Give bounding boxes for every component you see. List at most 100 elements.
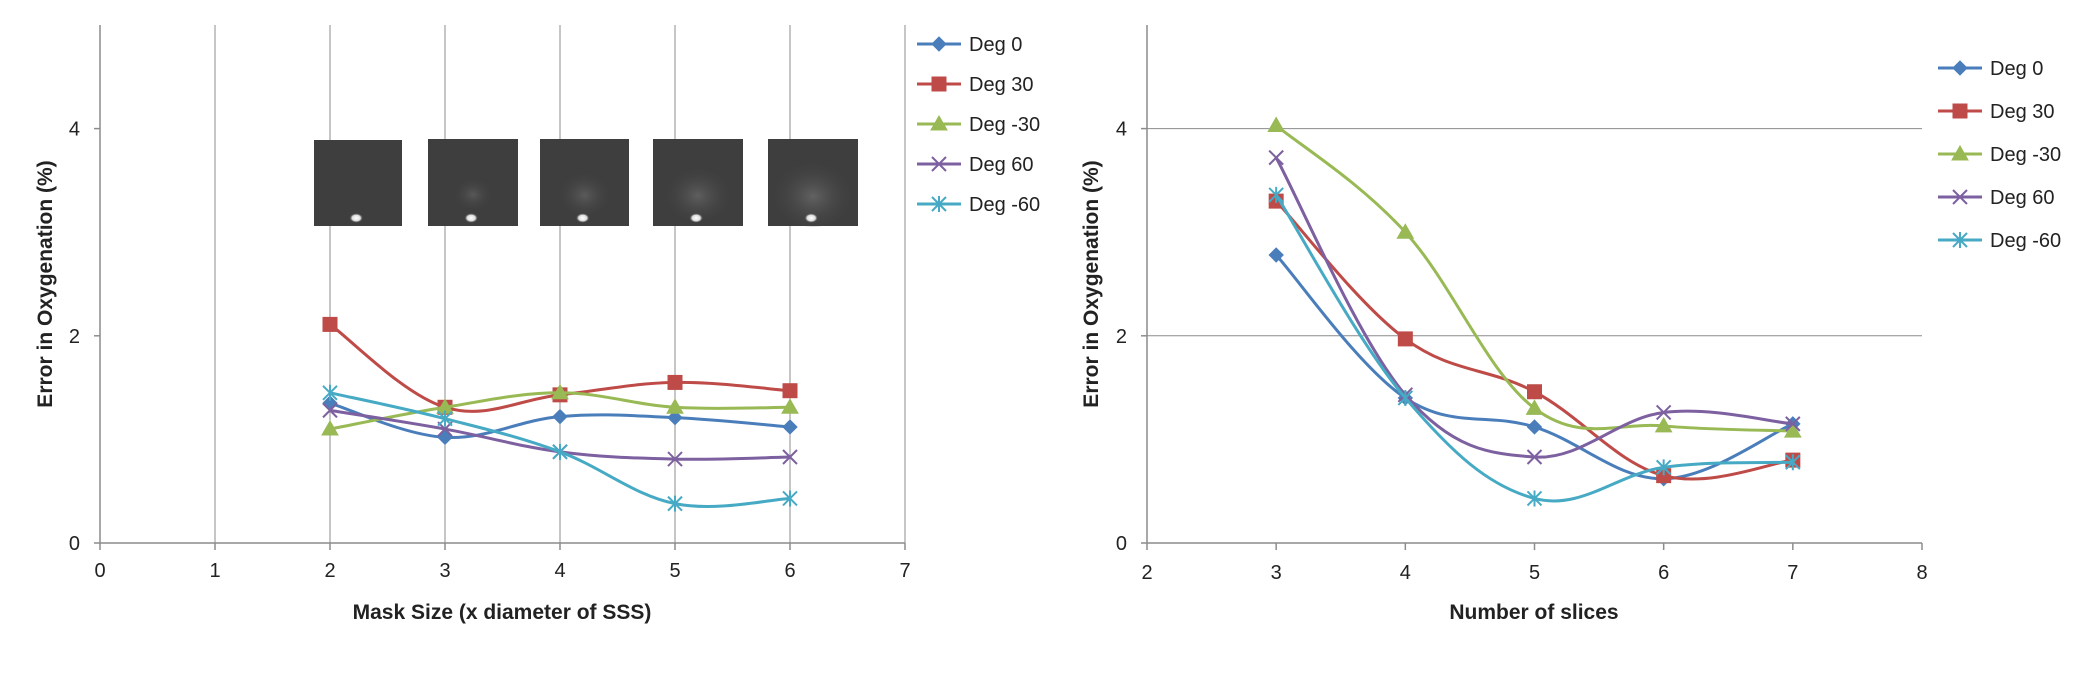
- data-point: [1785, 416, 1801, 432]
- legend-item: Deg -60: [1938, 230, 2061, 252]
- y-tick-label: 4: [1116, 119, 1127, 141]
- series-deg--30: [1267, 116, 1802, 438]
- x-tick-label: 4: [1400, 562, 1411, 584]
- legend-item: Deg -30: [917, 114, 1040, 136]
- legend-label: Deg 30: [969, 74, 1034, 96]
- data-point: [1267, 116, 1286, 132]
- x-tick-label: 5: [1529, 562, 1540, 584]
- x-tick-label: 2: [324, 560, 335, 582]
- data-point: [667, 374, 683, 390]
- y-tick-label: 2: [69, 326, 80, 348]
- data-point: [1526, 419, 1543, 435]
- legend-item: Deg 0: [917, 34, 1022, 56]
- data-point: [1268, 186, 1284, 203]
- chart-mask-size: 0 2 4 0 1 2 3 4 5 6 7 Mask Size (x diameter of SSS)…: [34, 25, 1040, 624]
- legend-swatch-marker: [931, 156, 947, 172]
- series-deg-60: [1268, 149, 1801, 465]
- y-tick-label: 0: [69, 533, 80, 555]
- x-tick-label: 8: [1916, 562, 1927, 584]
- data-point: [1526, 490, 1543, 507]
- data-point: [667, 495, 683, 512]
- x-tick-label: 5: [669, 560, 680, 582]
- x-tick-label: 0: [94, 560, 105, 582]
- legend-label: Deg -30: [969, 114, 1040, 136]
- data-point: [552, 443, 568, 460]
- legend-swatch-marker: [930, 114, 948, 131]
- series-line: [1274, 194, 1793, 503]
- thumbnail-mask-region: [454, 176, 492, 209]
- data-point: [322, 384, 338, 401]
- data-point: [1397, 389, 1414, 406]
- data-point: [1655, 404, 1672, 421]
- legend-item: Deg -60: [917, 194, 1040, 216]
- x-tick-label: 3: [439, 560, 450, 582]
- x-axis-title: Mask Size (x diameter of SSS): [353, 601, 652, 624]
- series-deg--30: [321, 383, 799, 436]
- y-axis-title: Error in Oxygenation (%): [1080, 160, 1103, 407]
- x-tick-label: 1: [209, 560, 220, 582]
- mask-thumbnail-image: [540, 139, 629, 226]
- data-point: [782, 383, 798, 399]
- series-line: [1275, 200, 1794, 481]
- legend-swatch-marker: [1952, 232, 1968, 248]
- legend-label: Deg 30: [1990, 101, 2055, 123]
- thumbnail-mask-region: [665, 164, 731, 221]
- data-point: [667, 409, 683, 426]
- legend-label: Deg 60: [969, 154, 1034, 176]
- data-point: [322, 316, 338, 332]
- legend-swatch-marker: [1952, 103, 1968, 119]
- mask-thumbnail-image: [428, 139, 518, 226]
- data-point: [667, 451, 683, 467]
- mask-thumbnail-image: [314, 140, 402, 226]
- x-tick-label: 4: [554, 560, 565, 582]
- data-point: [1525, 399, 1544, 415]
- legend-item: Deg 0: [1938, 58, 2043, 80]
- series-line: [1274, 156, 1793, 459]
- data-point: [551, 383, 569, 400]
- x-tick-label: 6: [784, 560, 795, 582]
- legend-item: Deg 30: [1938, 101, 2055, 123]
- legend-label: Deg -60: [969, 194, 1040, 216]
- x-tick-label: 3: [1271, 562, 1282, 584]
- legend: Deg 0 Deg 30 Deg -30 Deg 60 Deg -60: [917, 34, 1040, 216]
- thumbnail-vessel-blob: [349, 213, 364, 223]
- data-point: [781, 398, 799, 414]
- legend-label: Deg 60: [1990, 187, 2055, 209]
- data-point: [1397, 331, 1413, 347]
- legend-label: Deg -60: [1990, 230, 2061, 252]
- series-deg--60: [322, 384, 798, 512]
- thumbnail-vessel-blob: [689, 213, 704, 223]
- legend-item: Deg 30: [917, 74, 1034, 96]
- legend-item: Deg 60: [917, 154, 1034, 176]
- thumbnail-mask-region: [558, 170, 611, 215]
- data-point: [1655, 459, 1672, 476]
- y-tick-label: 4: [69, 119, 80, 141]
- thumbnail-background: [314, 140, 402, 226]
- legend-swatch-marker: [931, 76, 947, 92]
- legend-label: Deg 0: [969, 34, 1022, 56]
- data-point: [437, 410, 453, 427]
- data-point: [1527, 384, 1542, 400]
- data-point: [666, 398, 684, 414]
- legend-swatch-marker: [1951, 144, 1969, 161]
- legend: Deg 0 Deg 30 Deg -30 Deg 60 Deg -60: [1938, 58, 2061, 252]
- data-point: [1268, 149, 1284, 166]
- data-point: [782, 490, 798, 507]
- data-point: [322, 402, 338, 419]
- x-tick-label: 7: [899, 560, 910, 582]
- y-tick-label: 0: [1116, 533, 1127, 555]
- x-tick-label: 6: [1658, 562, 1669, 584]
- data-point: [1785, 454, 1801, 471]
- legend-swatch-marker: [931, 196, 947, 212]
- thumbnail-vessel-blob: [464, 213, 479, 223]
- legend-label: Deg -30: [1990, 144, 2061, 166]
- data-point: [321, 420, 339, 436]
- legend-item: Deg -30: [1938, 144, 2061, 166]
- series-deg--60: [1268, 186, 1801, 507]
- thumbnail-vessel-blob: [804, 213, 819, 223]
- data-point: [782, 449, 798, 465]
- legend-swatch-marker: [931, 36, 947, 52]
- data-point: [1526, 449, 1543, 465]
